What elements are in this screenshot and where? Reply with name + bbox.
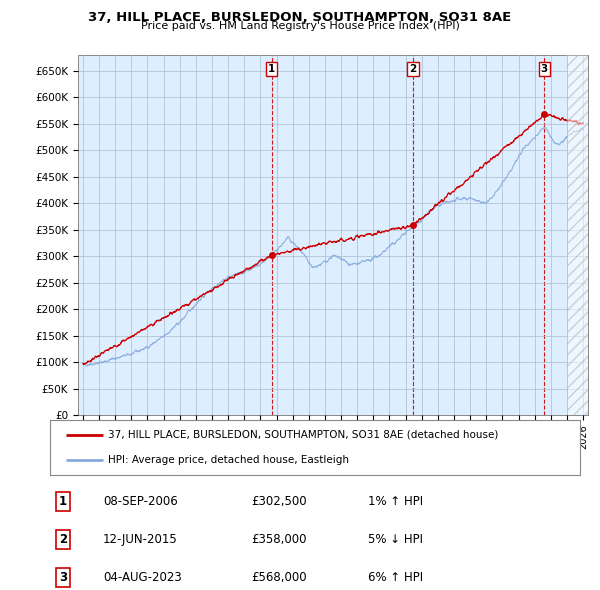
Text: Price paid vs. HM Land Registry's House Price Index (HPI): Price paid vs. HM Land Registry's House … [140, 21, 460, 31]
Text: £568,000: £568,000 [251, 571, 307, 584]
Text: £302,500: £302,500 [251, 495, 307, 508]
Text: 37, HILL PLACE, BURSLEDON, SOUTHAMPTON, SO31 8AE (detached house): 37, HILL PLACE, BURSLEDON, SOUTHAMPTON, … [108, 430, 499, 440]
Text: 2: 2 [409, 64, 416, 74]
Text: 1: 1 [268, 64, 275, 74]
Text: 6% ↑ HPI: 6% ↑ HPI [368, 571, 423, 584]
Text: 2: 2 [59, 533, 67, 546]
Text: £358,000: £358,000 [251, 533, 307, 546]
Text: 1: 1 [59, 495, 67, 508]
Bar [567, 55, 588, 415]
Text: 37, HILL PLACE, BURSLEDON, SOUTHAMPTON, SO31 8AE: 37, HILL PLACE, BURSLEDON, SOUTHAMPTON, … [88, 11, 512, 24]
Text: 5% ↓ HPI: 5% ↓ HPI [368, 533, 423, 546]
Text: 3: 3 [541, 64, 548, 74]
Text: 08-SEP-2006: 08-SEP-2006 [103, 495, 178, 508]
Text: 12-JUN-2015: 12-JUN-2015 [103, 533, 178, 546]
Text: 04-AUG-2023: 04-AUG-2023 [103, 571, 182, 584]
Text: HPI: Average price, detached house, Eastleigh: HPI: Average price, detached house, East… [108, 455, 349, 465]
Text: 3: 3 [59, 571, 67, 584]
Text: 1% ↑ HPI: 1% ↑ HPI [368, 495, 423, 508]
